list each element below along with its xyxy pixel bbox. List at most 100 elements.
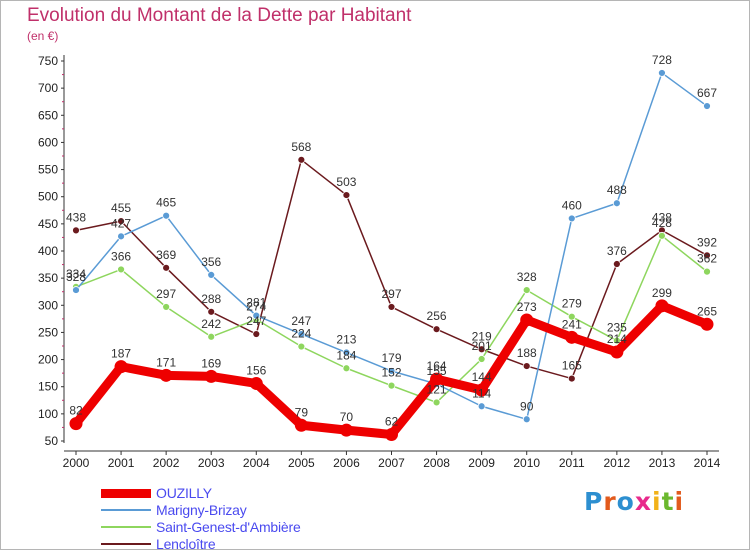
data-point: [207, 307, 216, 316]
legend-label: Lencloître: [156, 536, 216, 552]
x-tick-label: 2000: [63, 456, 90, 470]
data-point: [297, 155, 306, 164]
data-label: 328: [66, 270, 86, 284]
data-label: 428: [652, 216, 672, 230]
data-label: 297: [381, 287, 401, 301]
x-tick-label: 2002: [153, 456, 180, 470]
data-label: 667: [697, 86, 717, 100]
data-label: 366: [111, 249, 131, 263]
legend-swatch: [101, 488, 151, 498]
y-tick-label: 700: [38, 81, 58, 95]
data-label: 376: [607, 244, 627, 258]
data-point: [162, 303, 171, 311]
data-point: [658, 231, 666, 240]
data-point: [610, 345, 624, 359]
y-tick-label: 450: [38, 217, 58, 231]
data-point: [703, 251, 711, 260]
data-label: 235: [607, 321, 627, 335]
data-point: [114, 360, 128, 374]
data-point: [207, 270, 216, 279]
data-label: 165: [562, 359, 582, 373]
data-point: [297, 330, 306, 338]
data-point: [342, 364, 351, 373]
data-label: 392: [697, 235, 717, 249]
data-point: [385, 427, 398, 441]
legend-swatch: [101, 543, 151, 545]
data-point: [297, 342, 306, 351]
data-point: [477, 345, 486, 354]
data-label: 90: [520, 399, 534, 413]
y-tick-label: 750: [38, 54, 58, 68]
data-label: 62: [385, 414, 399, 428]
data-point: [162, 263, 171, 272]
legend-swatch: [101, 526, 151, 528]
chart-title: Evolution du Montant de la Dette par Hab…: [27, 5, 412, 26]
legend-label: OUZILLY: [156, 485, 212, 501]
data-point: [477, 402, 486, 411]
data-label: 728: [652, 53, 672, 67]
data-point: [204, 369, 218, 383]
data-point: [567, 312, 576, 321]
data-label: 184: [336, 348, 356, 362]
data-point: [252, 311, 261, 320]
data-label: 70: [340, 410, 354, 424]
x-tick-label: 2014: [694, 456, 721, 470]
chart-unit-label: (en €): [27, 29, 59, 43]
data-point: [703, 102, 711, 110]
data-point: [117, 232, 125, 241]
data-point: [162, 211, 171, 220]
data-point: [522, 362, 531, 370]
data-label: 224: [291, 327, 311, 341]
y-tick-label: 550: [38, 163, 58, 177]
proxiti-logo: Proxiti: [584, 487, 685, 516]
x-tick-label: 2011: [559, 456, 585, 470]
data-point: [567, 374, 576, 383]
data-label: 328: [517, 270, 537, 284]
data-label: 214: [607, 332, 627, 346]
legend-label: Marigny-Brizay: [156, 502, 247, 518]
y-tick-label: 400: [38, 244, 58, 258]
x-tick-label: 2001: [108, 456, 135, 470]
data-point: [117, 217, 125, 226]
data-point: [294, 418, 308, 432]
data-label: 164: [427, 359, 447, 373]
data-point: [342, 191, 351, 199]
data-label: 273: [517, 300, 537, 314]
data-label: 219: [472, 329, 492, 343]
legend-label: Saint-Genest-d'Ambière: [156, 519, 301, 535]
data-label: 299: [652, 286, 672, 300]
legend-swatch: [101, 509, 151, 511]
data-label: 288: [201, 292, 221, 306]
data-label: 242: [201, 317, 221, 331]
x-tick-label: 2010: [513, 456, 540, 470]
data-label: 247: [246, 314, 266, 328]
data-point: [339, 423, 353, 437]
x-tick-label: 2009: [468, 456, 495, 470]
x-tick-label: 2005: [288, 456, 315, 470]
data-label: 503: [336, 175, 356, 189]
data-label: 438: [66, 210, 86, 224]
data-label: 279: [562, 297, 582, 311]
data-label: 281: [246, 296, 266, 310]
data-label: 265: [697, 304, 717, 318]
data-label: 171: [156, 355, 176, 369]
data-label: 438: [652, 210, 672, 224]
data-point: [612, 260, 621, 268]
data-point: [72, 286, 80, 294]
x-tick-label: 2004: [243, 456, 270, 470]
data-point: [655, 299, 669, 313]
x-tick-label: 2008: [423, 456, 450, 470]
data-point: [430, 372, 444, 386]
data-point: [567, 214, 576, 223]
data-point: [475, 383, 489, 397]
y-tick-label: 50: [45, 434, 59, 448]
data-label: 179: [381, 351, 401, 365]
data-label: 247: [291, 314, 311, 328]
data-point: [72, 226, 80, 235]
data-point: [387, 367, 396, 375]
data-point: [432, 398, 441, 407]
data-label: 568: [291, 140, 311, 154]
data-label: 256: [427, 309, 447, 323]
data-point: [477, 355, 486, 363]
